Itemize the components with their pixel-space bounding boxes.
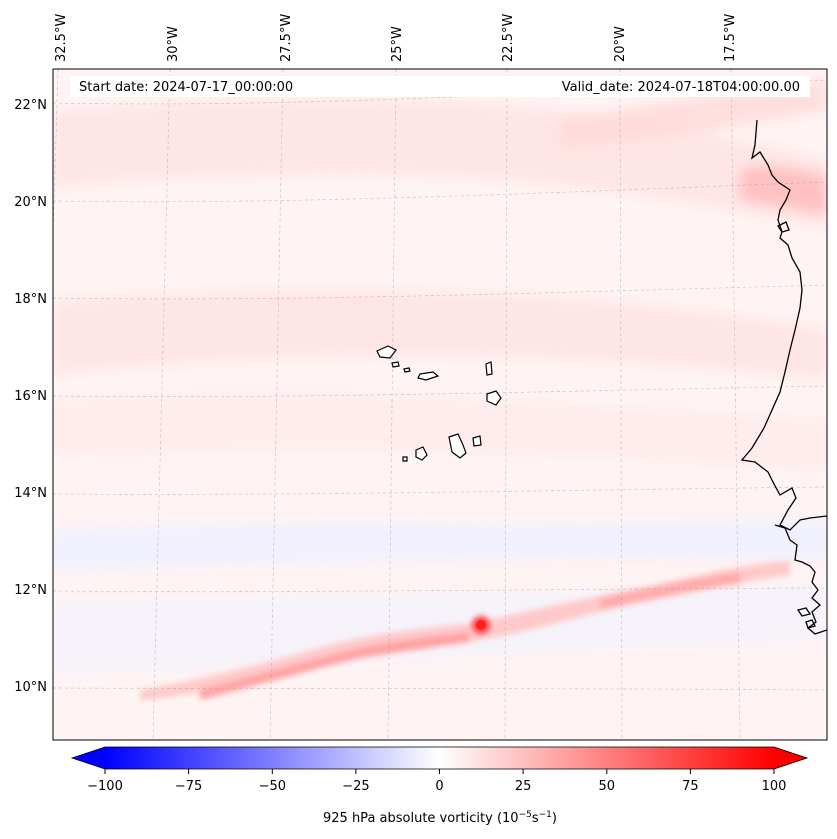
lat-label: 18°N bbox=[14, 292, 47, 307]
lat-label: 10°N bbox=[14, 680, 47, 695]
colorbar-low-extend bbox=[72, 747, 105, 769]
colorbar-tick-label: 50 bbox=[599, 779, 616, 794]
colorbar-tick-label: 75 bbox=[682, 779, 699, 794]
colorbar-tick-label: 0 bbox=[435, 779, 443, 794]
colorbar-gradient bbox=[105, 747, 774, 769]
longitude-labels: 32.5°W 30°W 27.5°W 25°W 22.5°W 20°W 17.5… bbox=[54, 14, 738, 62]
lon-label: 30°W bbox=[166, 26, 181, 62]
start-date-label: Start date: 2024-07-17_00:00:00 bbox=[79, 80, 293, 95]
lat-label: 16°N bbox=[14, 389, 47, 404]
cape-verde-islands bbox=[376, 345, 502, 462]
latitude-labels: 22°N 20°N 18°N 16°N 14°N 12°N 10°N bbox=[14, 98, 47, 695]
vorticity-band bbox=[140, 560, 790, 700]
lat-label: 20°N bbox=[14, 195, 47, 210]
lon-label: 32.5°W bbox=[54, 14, 69, 62]
colorbar-tick-label: 100 bbox=[762, 779, 787, 794]
african-coastline bbox=[740, 119, 827, 635]
lon-label: 25°W bbox=[390, 26, 405, 62]
colorbar-label: 925 hPa absolute vorticity (10−5s−1) bbox=[323, 810, 557, 826]
vorticity-core bbox=[476, 620, 486, 630]
lon-label: 20°W bbox=[613, 26, 628, 62]
colorbar-tick-label: −75 bbox=[175, 779, 202, 794]
colorbar-tick-label: −100 bbox=[87, 779, 123, 794]
info-box bbox=[70, 76, 810, 97]
map-frame bbox=[52, 68, 828, 741]
colorbar-ticks: −100 −75 −50 −25 0 25 50 75 100 bbox=[87, 769, 786, 794]
colorbar-high-extend bbox=[774, 747, 807, 769]
lon-label: 22.5°W bbox=[501, 14, 516, 62]
lon-label: 17.5°W bbox=[723, 14, 738, 62]
colorbar: −100 −75 −50 −25 0 25 50 75 100 925 hPa … bbox=[70, 746, 809, 826]
lon-label: 27.5°W bbox=[279, 14, 294, 62]
lat-label: 14°N bbox=[14, 486, 47, 501]
colorbar-tick-label: −25 bbox=[342, 779, 369, 794]
colorbar-tick-label: 25 bbox=[515, 779, 532, 794]
colorbar-tick-label: −50 bbox=[259, 779, 286, 794]
lat-label: 12°N bbox=[14, 583, 47, 598]
valid-date-label: Valid_date: 2024-07-18T04:00:00.00 bbox=[562, 80, 800, 95]
lat-label: 22°N bbox=[14, 98, 47, 113]
map-field bbox=[53, 69, 827, 740]
graticule bbox=[53, 69, 827, 740]
vorticity-shading bbox=[53, 80, 827, 675]
